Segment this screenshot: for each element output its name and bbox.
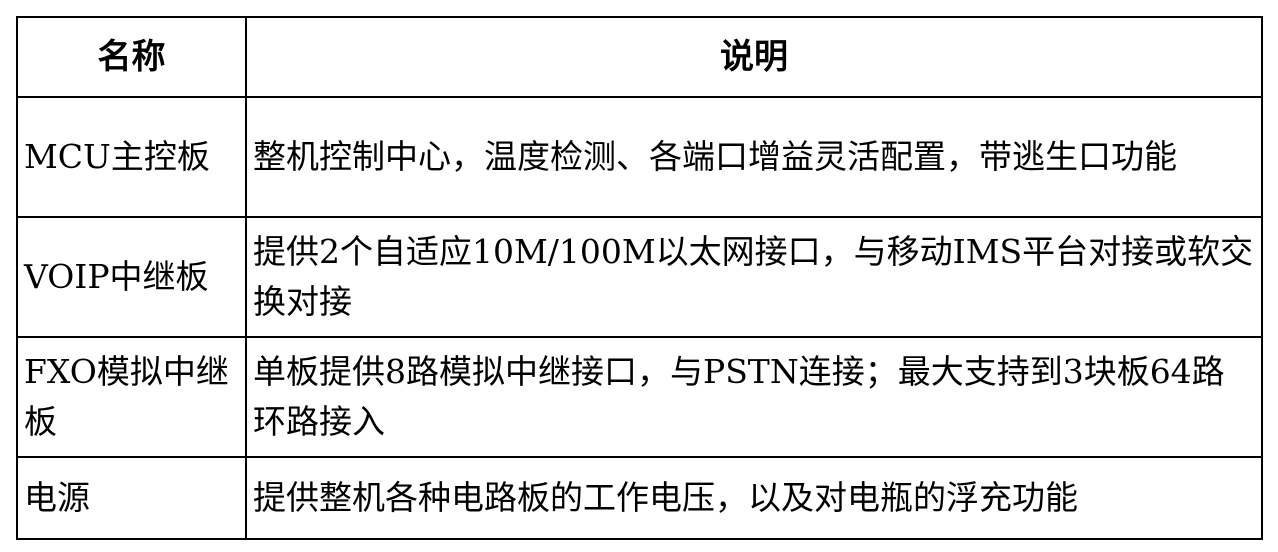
header-name: 名称 (16, 16, 247, 98)
row-description: 单板提供8路模拟中继接口，与PSTN连接；最大支持到3块板64路环路接入 (245, 336, 1263, 458)
row-description: 提供整机各种电路板的工作电压，以及对电瓶的浮充功能 (245, 456, 1263, 540)
table-header-row: 名称 说明 (16, 16, 1263, 98)
table-row: VOIP中继板 提供2个自适应10M/100M以太网接口，与移动IMS平台对接或… (16, 216, 1263, 338)
row-description: 整机控制中心，温度检测、各端口增益灵活配置，带逃生口功能 (245, 96, 1263, 218)
row-name: MCU主控板 (16, 96, 247, 218)
table-row: FXO模拟中继板 单板提供8路模拟中继接口，与PSTN连接；最大支持到3块板64… (16, 336, 1263, 458)
row-name: 电源 (16, 456, 247, 540)
row-name: FXO模拟中继板 (16, 336, 247, 458)
table-row: MCU主控板 整机控制中心，温度检测、各端口增益灵活配置，带逃生口功能 (16, 96, 1263, 218)
header-description: 说明 (245, 16, 1263, 98)
component-table: 名称 说明 MCU主控板 整机控制中心，温度检测、各端口增益灵活配置，带逃生口功… (16, 16, 1263, 540)
table-row: 电源 提供整机各种电路板的工作电压，以及对电瓶的浮充功能 (16, 456, 1263, 540)
row-name: VOIP中继板 (16, 216, 247, 338)
row-description: 提供2个自适应10M/100M以太网接口，与移动IMS平台对接或软交换对接 (245, 216, 1263, 338)
